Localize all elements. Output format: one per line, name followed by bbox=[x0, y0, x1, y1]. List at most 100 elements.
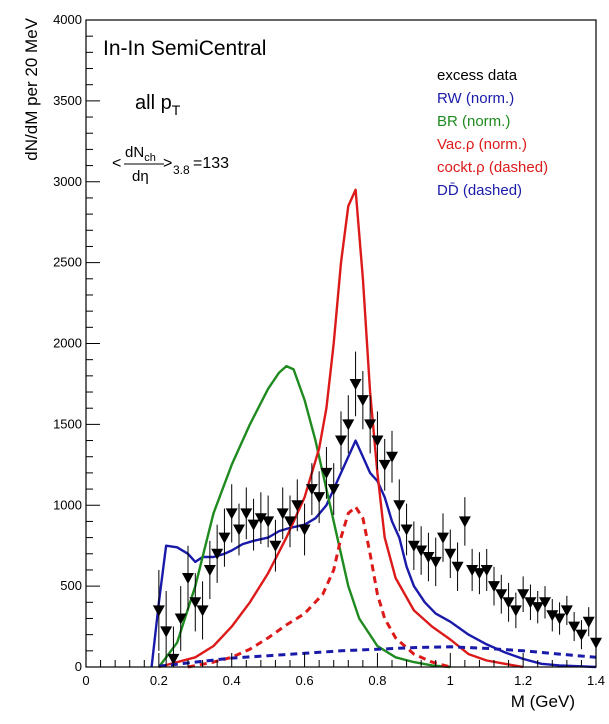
data-point bbox=[189, 573, 202, 632]
data-point bbox=[371, 411, 384, 470]
data-point bbox=[349, 351, 362, 417]
legend-entry: cockt.ρ (dashed) bbox=[437, 159, 548, 176]
data-point bbox=[437, 513, 449, 562]
x-tick-label: 0.2 bbox=[150, 673, 168, 688]
data-marker bbox=[167, 653, 180, 665]
data-marker bbox=[240, 508, 253, 520]
data-point bbox=[553, 602, 566, 635]
series-line-cockt-dashed bbox=[187, 505, 451, 669]
data-marker bbox=[415, 545, 428, 557]
data-point bbox=[152, 569, 165, 651]
data-point bbox=[284, 495, 296, 548]
data-marker bbox=[444, 548, 457, 560]
multiplicity-annotation: < dNch dη > 3.8 =133 bbox=[112, 144, 229, 185]
mult-denominator: dη bbox=[132, 168, 149, 185]
mult-gt: > bbox=[163, 155, 172, 172]
data-point bbox=[422, 532, 435, 582]
y-tick-label: 0 bbox=[75, 659, 82, 674]
data-marker bbox=[422, 552, 435, 564]
y-tick-label: 2000 bbox=[53, 336, 82, 351]
data-marker bbox=[203, 564, 216, 576]
data-marker bbox=[568, 621, 581, 633]
data-point bbox=[313, 471, 326, 524]
data-point bbox=[182, 545, 194, 611]
data-marker bbox=[218, 532, 231, 544]
data-point bbox=[517, 576, 530, 613]
y-tick-label: 2500 bbox=[53, 255, 82, 270]
x-tick-label: 0 bbox=[82, 673, 89, 688]
mult-numerator-sub: ch bbox=[144, 152, 156, 164]
legend: excess data RW (norm.) BR (norm.) Vac.ρ (no… bbox=[437, 67, 548, 199]
data-marker bbox=[305, 484, 318, 496]
data-point bbox=[531, 590, 544, 624]
data-point bbox=[509, 592, 522, 629]
data-point bbox=[305, 463, 318, 515]
data-point bbox=[269, 519, 282, 572]
data-point bbox=[546, 599, 559, 632]
data-marker bbox=[254, 513, 267, 525]
data-point bbox=[356, 370, 369, 430]
data-marker bbox=[196, 605, 209, 617]
data-point bbox=[254, 492, 267, 545]
data-marker bbox=[386, 451, 398, 463]
data-point bbox=[160, 590, 173, 667]
data-point bbox=[262, 495, 275, 548]
legend-entry: RW (norm.) bbox=[437, 90, 514, 107]
y-tick-label: 3500 bbox=[53, 93, 82, 108]
data-point bbox=[400, 503, 413, 556]
data-point bbox=[386, 430, 398, 483]
series-line-br-norm bbox=[157, 364, 451, 669]
x-tick-label: 1.2 bbox=[514, 673, 532, 688]
data-marker bbox=[189, 597, 202, 609]
data-marker bbox=[393, 500, 406, 512]
data-marker bbox=[284, 516, 296, 528]
data-marker bbox=[211, 548, 224, 560]
y-tick-label: 500 bbox=[60, 578, 82, 593]
data-marker bbox=[429, 556, 442, 568]
y-axis-title: dN/dM per 20 MeV bbox=[22, 17, 41, 160]
data-marker bbox=[335, 435, 347, 447]
data-point bbox=[196, 581, 209, 640]
x-axis-title: M (GeV) bbox=[511, 692, 575, 711]
x-tick-label: 0.8 bbox=[368, 673, 386, 688]
data-marker bbox=[437, 532, 449, 544]
data-point bbox=[342, 395, 355, 454]
data-point bbox=[218, 508, 231, 567]
data-point bbox=[444, 529, 457, 579]
data-point bbox=[291, 479, 304, 532]
data-marker bbox=[531, 602, 544, 614]
data-marker bbox=[466, 564, 479, 576]
x-tick-label: 0.6 bbox=[296, 673, 314, 688]
data-point bbox=[415, 526, 428, 575]
x-tick-label: 1.4 bbox=[587, 673, 605, 688]
pt-annotation: all pT bbox=[135, 92, 181, 118]
data-marker bbox=[182, 573, 194, 585]
data-marker bbox=[327, 484, 340, 496]
data-marker bbox=[458, 516, 471, 528]
data-point bbox=[524, 584, 537, 621]
y-tick-label: 1500 bbox=[53, 416, 82, 431]
data-marker bbox=[247, 519, 260, 531]
data-point bbox=[298, 503, 311, 556]
data-marker bbox=[473, 568, 486, 580]
data-point bbox=[364, 395, 377, 454]
data-point bbox=[480, 548, 493, 591]
data-marker bbox=[502, 597, 515, 609]
y-tick-label: 1000 bbox=[53, 497, 82, 512]
mult-numerator: dN bbox=[125, 144, 144, 161]
data-marker bbox=[400, 524, 413, 536]
title: In-In SemiCentral bbox=[103, 37, 266, 60]
data-marker bbox=[480, 564, 493, 576]
data-point bbox=[560, 595, 573, 625]
svg-text:all pT: all pT bbox=[135, 92, 181, 118]
data-point bbox=[451, 542, 464, 591]
data-point bbox=[582, 607, 595, 637]
data-point bbox=[393, 479, 406, 532]
data-marker bbox=[546, 610, 559, 622]
data-marker bbox=[276, 508, 289, 520]
data-point bbox=[473, 552, 486, 595]
y-tick-label: 4000 bbox=[53, 12, 82, 27]
data-point bbox=[378, 438, 391, 491]
